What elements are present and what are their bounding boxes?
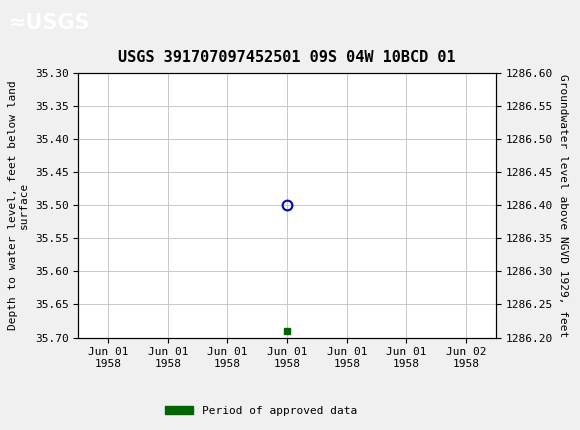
Title: USGS 391707097452501 09S 04W 10BCD 01: USGS 391707097452501 09S 04W 10BCD 01	[118, 50, 456, 65]
Text: ≈USGS: ≈USGS	[9, 12, 90, 33]
Y-axis label: Groundwater level above NGVD 1929, feet: Groundwater level above NGVD 1929, feet	[559, 74, 568, 337]
Legend: Period of approved data: Period of approved data	[161, 401, 361, 420]
Y-axis label: Depth to water level, feet below land
surface: Depth to water level, feet below land su…	[8, 80, 29, 330]
